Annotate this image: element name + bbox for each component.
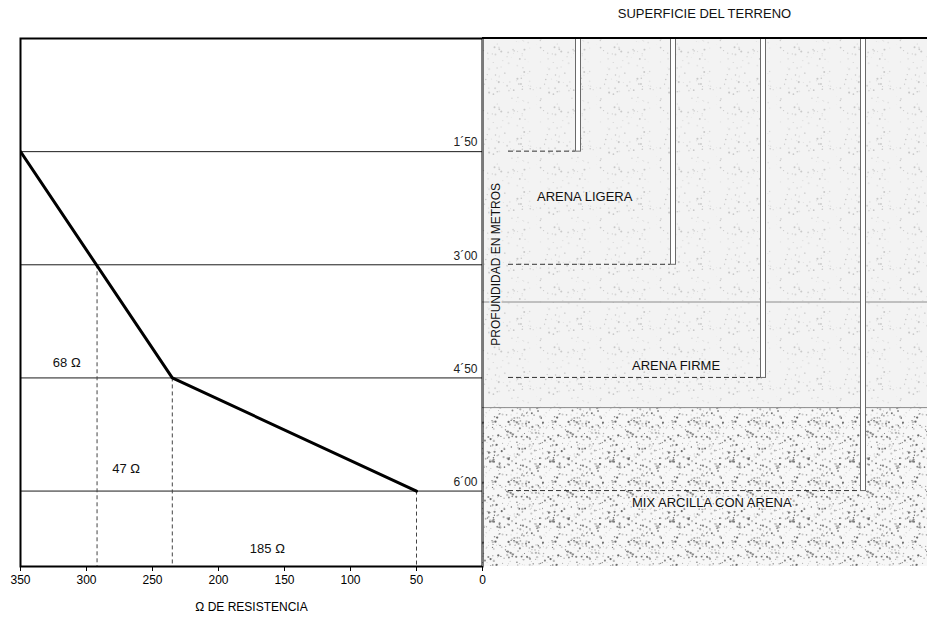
svg-text:1´50: 1´50: [453, 135, 477, 149]
svg-text:50: 50: [410, 573, 424, 587]
svg-text:PROFUNDIDAD EN METROS: PROFUNDIDAD EN METROS: [489, 183, 503, 346]
svg-text:350: 350: [10, 573, 30, 587]
svg-text:ARENA LIGERA: ARENA LIGERA: [537, 189, 633, 204]
svg-text:100: 100: [340, 573, 360, 587]
svg-text:3´00: 3´00: [453, 249, 477, 263]
svg-text:Ω DE RESISTENCIA: Ω DE RESISTENCIA: [195, 600, 307, 614]
svg-text:6´00: 6´00: [453, 475, 477, 489]
svg-text:0: 0: [479, 573, 486, 587]
svg-text:4´50: 4´50: [453, 362, 477, 376]
svg-text:SUPERFICIE DEL TERRENO: SUPERFICIE DEL TERRENO: [618, 6, 791, 21]
svg-text:200: 200: [208, 573, 228, 587]
svg-text:47 Ω: 47 Ω: [112, 461, 140, 476]
svg-text:MIX ARCILLA CON ARENA: MIX ARCILLA CON ARENA: [632, 495, 792, 510]
svg-text:300: 300: [76, 573, 96, 587]
svg-text:150: 150: [274, 573, 294, 587]
svg-text:68 Ω: 68 Ω: [53, 355, 81, 370]
svg-text:ARENA FIRME: ARENA FIRME: [632, 358, 720, 373]
svg-text:185 Ω: 185 Ω: [250, 541, 285, 556]
svg-text:250: 250: [142, 573, 162, 587]
